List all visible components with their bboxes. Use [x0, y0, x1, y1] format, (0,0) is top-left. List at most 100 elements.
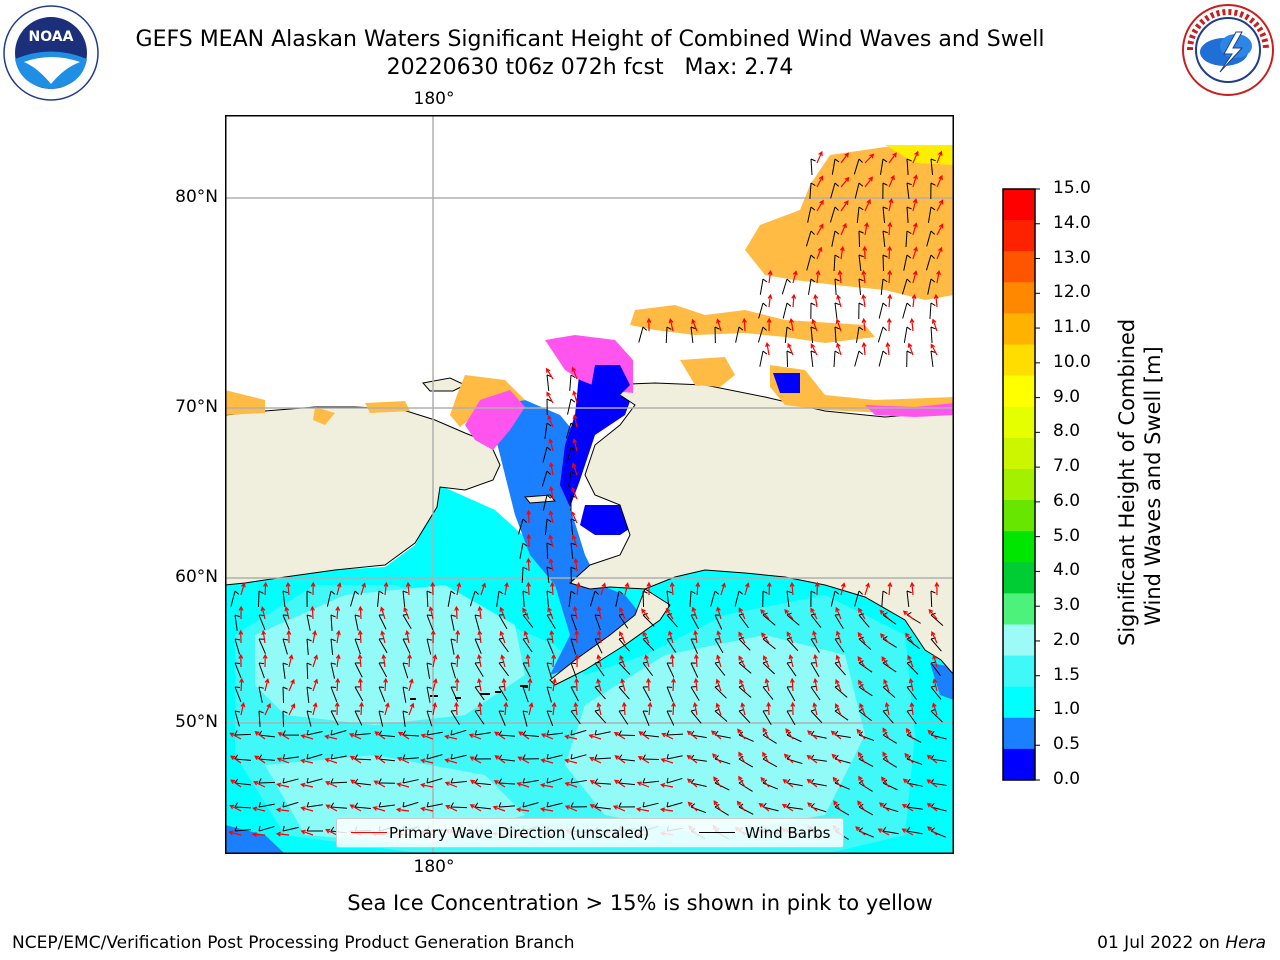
wind-barb [589, 590, 599, 607]
map-legend: Primary Wave Direction (unscaled) Wind B… [336, 818, 844, 848]
wind-barb [594, 730, 611, 736]
wave-direction-arrow [618, 631, 626, 644]
wave-direction-arrow [325, 781, 338, 788]
wave-direction-arrow [738, 751, 746, 764]
wind-barb [450, 614, 456, 631]
wind-barb [306, 826, 324, 832]
wave-direction-arrow [551, 701, 557, 716]
wave-direction-arrow [336, 582, 342, 596]
wave-direction-arrow [901, 828, 914, 836]
wind-barb [906, 709, 917, 725]
wind-barb [666, 801, 683, 808]
wave-direction-arrow [713, 800, 722, 812]
wind-barb [282, 638, 289, 655]
wave-direction-arrow [691, 606, 698, 620]
very-shallow-region [560, 365, 633, 507]
wave-direction-arrow [454, 605, 460, 620]
wind-barb [496, 590, 504, 607]
wind-barb [878, 302, 888, 319]
wind-barb [810, 302, 816, 320]
wave-direction-arrow [738, 631, 746, 644]
wind-barb [330, 729, 347, 736]
wind-barb [378, 638, 388, 654]
wind-barb [810, 662, 820, 678]
wind-barb [735, 326, 744, 343]
colorbar-band [1003, 562, 1035, 594]
wind-barb [810, 709, 823, 724]
wind-barb [930, 182, 936, 200]
wind-barb [567, 398, 576, 415]
wave-direction-arrow [589, 804, 602, 812]
colorbar-tick-label: 7.0 [1053, 456, 1081, 477]
wave-direction-arrow [260, 606, 266, 620]
wave-direction-arrow [856, 728, 866, 740]
wind-barb [810, 158, 816, 176]
wave-direction-arrow [503, 701, 509, 716]
wave-direction-arrow [494, 755, 506, 764]
colorbar-band [1003, 624, 1035, 657]
wind-barb [282, 801, 299, 808]
wave-direction-arrow [494, 731, 506, 740]
wave-direction-arrow [814, 581, 820, 596]
wave-direction-arrow [403, 606, 410, 620]
wind-barb [809, 182, 816, 199]
wave-direction-arrow [765, 341, 770, 356]
wind-barb [714, 614, 723, 630]
wind-barb [594, 638, 603, 654]
wave-direction-arrow [912, 222, 918, 236]
wave-direction-arrow [782, 778, 794, 788]
wind-barb [402, 710, 408, 727]
wave-direction-arrow [686, 778, 698, 788]
wave-direction-arrow [230, 779, 242, 788]
wind-barb [665, 326, 672, 344]
wind-barb [759, 350, 768, 367]
wave-direction-arrow [659, 782, 674, 788]
wind-barb [786, 661, 797, 677]
wind-barb [474, 730, 491, 736]
wave-direction-arrow [277, 732, 290, 740]
wave-direction-arrow [927, 729, 938, 740]
wind-barb [354, 730, 371, 736]
wind-barb [474, 662, 484, 677]
wave-direction-arrow [740, 702, 746, 716]
wave-direction-arrow [932, 654, 938, 668]
wave-direction-arrow [716, 630, 722, 644]
wind-barb [786, 710, 796, 726]
wind-barb [450, 662, 457, 679]
wind-barb [690, 638, 698, 654]
wave-direction-arrow [383, 581, 389, 596]
wind-barb [378, 662, 388, 678]
wave-direction-arrow [904, 632, 914, 644]
colorbar-band [1003, 220, 1035, 252]
wave-direction-arrow [229, 804, 242, 812]
wave-direction-arrow [864, 198, 871, 212]
wave-direction-arrow [374, 731, 386, 740]
wave-direction-arrow [404, 629, 410, 644]
wave-direction-arrow [936, 223, 944, 236]
wind-barb [834, 302, 840, 319]
wind-barb [858, 230, 864, 248]
wave-direction-arrow [934, 581, 940, 596]
colorbar-tick-label: 13.0 [1053, 247, 1091, 268]
wave-direction-arrow [830, 730, 842, 740]
wave-direction-arrow [264, 678, 270, 692]
wind-barb [781, 278, 791, 295]
wind-barb [930, 158, 936, 175]
wind-barb [282, 662, 288, 679]
wind-barb [522, 754, 540, 760]
wind-barb [930, 590, 936, 608]
wave-direction-arrow [840, 152, 849, 164]
wind-barb [738, 709, 751, 724]
wave-direction-arrow [760, 609, 770, 620]
wave-direction-arrow [928, 608, 938, 620]
wave-direction-arrow [335, 653, 341, 668]
wave-direction-arrow [515, 807, 530, 813]
wind-barb [569, 374, 576, 391]
wind-barb [805, 230, 815, 247]
wind-barb [618, 778, 635, 786]
wave-direction-arrow [835, 654, 842, 668]
wave-direction-arrow [840, 222, 847, 236]
wind-barb [757, 326, 767, 343]
wave-direction-arrow [549, 485, 554, 500]
wind-barb [522, 613, 534, 628]
